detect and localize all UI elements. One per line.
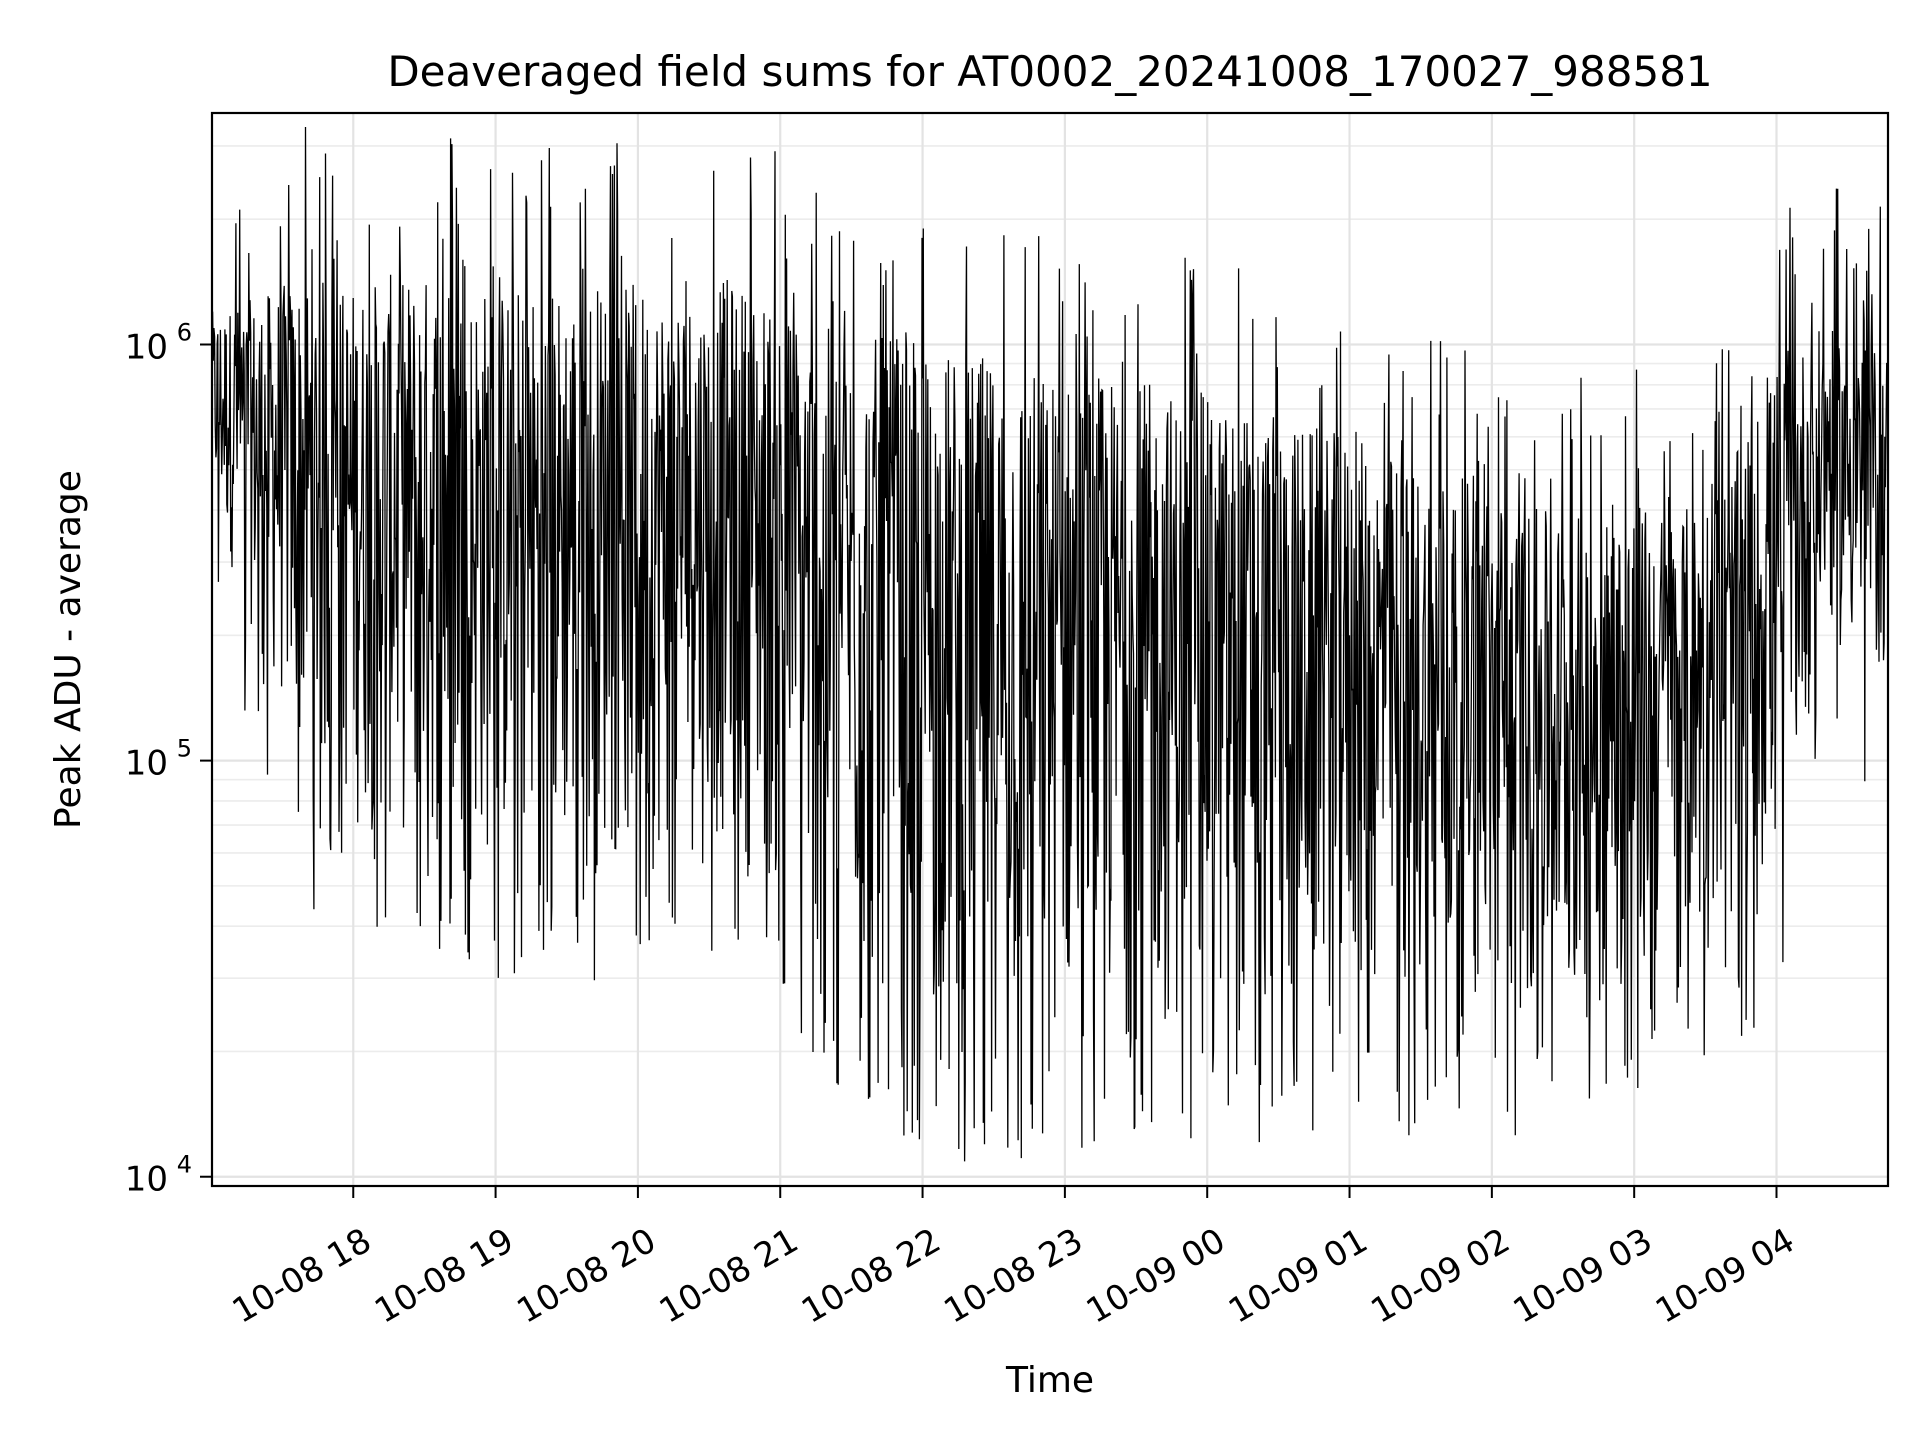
y-tick-label: 10	[125, 327, 168, 367]
x-tick-label: 10-09 03	[1507, 1221, 1659, 1332]
y-tick-exponent: 6	[177, 318, 192, 346]
x-tick-label: 10-08 18	[226, 1221, 378, 1332]
series-trace	[212, 126, 1888, 1162]
chart-title: Deaveraged field sums for AT0002_2024100…	[387, 47, 1712, 96]
grid-lines	[212, 113, 1888, 1186]
y-axis-label: Peak ADU - average	[48, 470, 89, 829]
x-tick-label: 10-08 21	[653, 1221, 805, 1332]
x-tick-label: 10-08 20	[510, 1221, 662, 1332]
x-tick-label: 10-08 22	[795, 1221, 947, 1332]
x-tick-label: 10-09 00	[1080, 1221, 1232, 1332]
axes-frame	[210, 111, 1890, 1188]
y-tick-exponent: 4	[177, 1151, 192, 1179]
y-axis-ticks: 10 4 10 5 10 6	[125, 318, 212, 1200]
x-tick-label: 10-09 01	[1222, 1221, 1374, 1332]
y-tick-exponent: 5	[177, 735, 192, 763]
x-tick-label: 10-09 02	[1364, 1221, 1516, 1332]
x-tick-label: 10-08 23	[937, 1221, 1089, 1332]
x-tick-label: 10-08 19	[368, 1221, 520, 1332]
y-tick-label: 10	[125, 1160, 168, 1200]
series-line	[212, 126, 1888, 1162]
y-tick-label: 10	[125, 744, 168, 784]
x-tick-label: 10-09 04	[1649, 1221, 1801, 1332]
x-axis-label: Time	[1005, 1360, 1094, 1401]
